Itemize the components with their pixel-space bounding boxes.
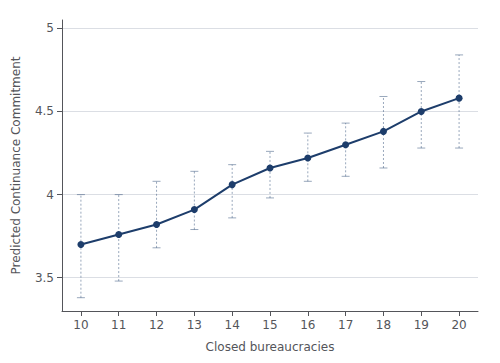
svg-text:13: 13 bbox=[187, 318, 202, 332]
svg-text:5: 5 bbox=[46, 21, 54, 35]
svg-text:4.5: 4.5 bbox=[35, 104, 54, 118]
svg-text:10: 10 bbox=[73, 318, 88, 332]
svg-text:12: 12 bbox=[149, 318, 164, 332]
svg-text:16: 16 bbox=[300, 318, 315, 332]
svg-text:3.5: 3.5 bbox=[35, 271, 54, 285]
svg-text:18: 18 bbox=[376, 318, 391, 332]
svg-text:19: 19 bbox=[414, 318, 429, 332]
svg-text:Predicted Continuance Commitme: Predicted Continuance Commitment bbox=[9, 56, 23, 274]
svg-text:20: 20 bbox=[451, 318, 466, 332]
svg-text:15: 15 bbox=[262, 318, 277, 332]
svg-text:17: 17 bbox=[338, 318, 353, 332]
svg-text:11: 11 bbox=[111, 318, 126, 332]
svg-text:4: 4 bbox=[46, 188, 54, 202]
svg-text:14: 14 bbox=[225, 318, 240, 332]
svg-text:Closed bureaucracies: Closed bureaucracies bbox=[206, 340, 335, 354]
